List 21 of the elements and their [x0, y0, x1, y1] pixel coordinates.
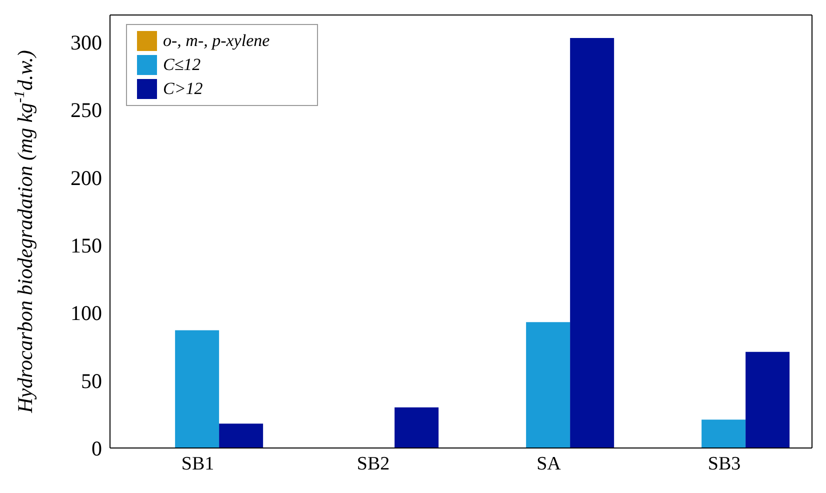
y-tick-label: 150 [70, 233, 102, 258]
bar [570, 38, 614, 448]
y-tick-label: 300 [70, 30, 102, 55]
x-tick-label: SA [536, 453, 562, 474]
bar [394, 407, 439, 448]
bar [746, 352, 790, 448]
bar [175, 330, 220, 448]
y-tick-label: 250 [70, 98, 102, 122]
legend-label: o-, m-, p-xylene [163, 30, 270, 52]
bar [702, 420, 746, 448]
y-tick-label: 100 [70, 301, 102, 326]
x-tick-label: SB2 [356, 453, 390, 474]
bar [526, 322, 570, 448]
x-tick-label: SB1 [181, 453, 214, 474]
legend-label: C>12 [163, 78, 203, 100]
legend-label: C≤12 [163, 54, 201, 76]
y-tick-label: 0 [92, 436, 102, 460]
bar [219, 424, 264, 448]
x-tick-label: SB3 [708, 453, 741, 474]
y-tick-label: 200 [70, 166, 102, 190]
y-tick-label: 50 [81, 368, 102, 393]
